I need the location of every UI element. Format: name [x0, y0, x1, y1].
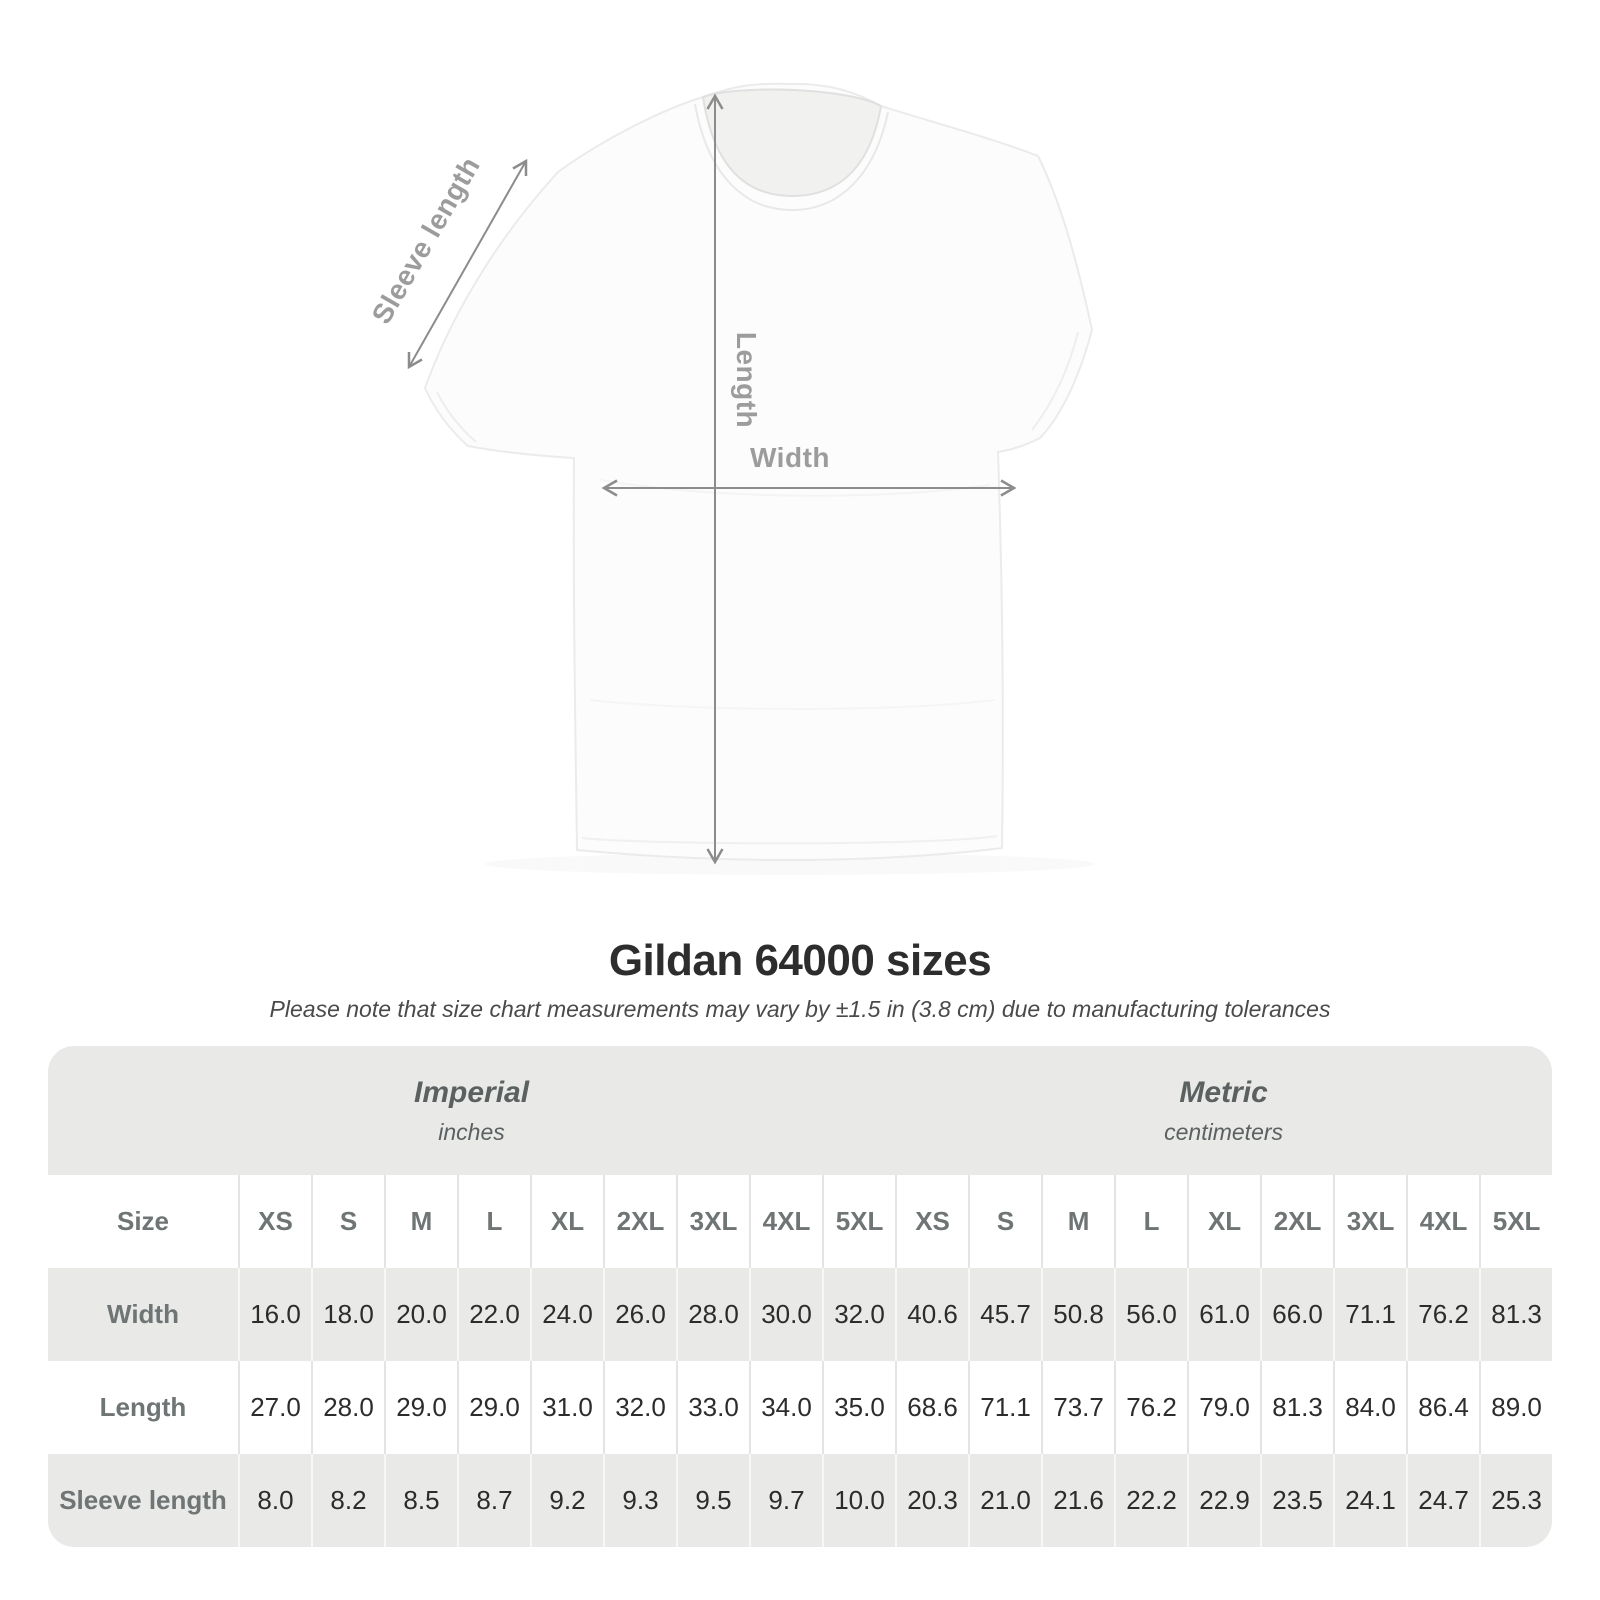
value-cell: 21.0 — [968, 1454, 1042, 1547]
length-arrow — [706, 93, 724, 865]
value-cell: 79.0 — [1187, 1361, 1261, 1454]
value-cell: 30.0 — [749, 1268, 822, 1361]
value-cell: 73.7 — [1041, 1361, 1115, 1454]
tolerance-note: Please note that size chart measurements… — [269, 996, 1331, 1022]
row-label: Length — [48, 1361, 238, 1454]
value-cell: 8.0 — [238, 1454, 311, 1547]
value-cell: 27.0 — [238, 1361, 311, 1454]
value-cell: 10.0 — [822, 1454, 896, 1547]
row-label: Width — [48, 1268, 238, 1361]
value-cell: 35.0 — [822, 1361, 896, 1454]
size-col-header: 3XL — [676, 1175, 749, 1268]
value-cell: 21.6 — [1041, 1454, 1115, 1547]
value-cell: 24.7 — [1406, 1454, 1480, 1547]
value-cell: 23.5 — [1260, 1454, 1334, 1547]
value-cell: 81.3 — [1479, 1268, 1552, 1361]
imperial-heading: Imperial — [414, 1075, 530, 1109]
imperial-unit: inches — [438, 1118, 505, 1145]
value-cell: 45.7 — [968, 1268, 1042, 1361]
value-cell: 86.4 — [1406, 1361, 1480, 1454]
tshirt-graphic — [423, 82, 1094, 862]
size-col-header: 5XL — [822, 1175, 896, 1268]
value-cell: 66.0 — [1260, 1268, 1334, 1361]
tshirt-measurement-figure: Sleeve length Length Width — [366, 82, 1094, 865]
size-col-header: XS — [238, 1175, 311, 1268]
length-label: Length — [731, 332, 762, 428]
size-col-header: L — [1114, 1175, 1188, 1268]
row-label: Sleeve length — [48, 1454, 238, 1547]
metric-heading: Metric — [1179, 1075, 1268, 1109]
size-col-header: 4XL — [749, 1175, 822, 1268]
value-cell: 50.8 — [1041, 1268, 1115, 1361]
value-cell: 61.0 — [1187, 1268, 1261, 1361]
sleeve-length-row: Sleeve length 8.0 8.2 8.5 8.7 9.2 9.3 9.… — [48, 1454, 1552, 1547]
value-cell: 40.6 — [895, 1268, 969, 1361]
value-cell: 22.2 — [1114, 1454, 1188, 1547]
imperial-group-header: Imperial inches — [48, 1046, 896, 1175]
value-cell: 29.0 — [457, 1361, 530, 1454]
value-cell: 24.0 — [530, 1268, 603, 1361]
size-col-header: M — [384, 1175, 457, 1268]
size-header-cell: Size — [48, 1175, 238, 1268]
size-col-header: L — [457, 1175, 530, 1268]
length-row: Length 27.0 28.0 29.0 29.0 31.0 32.0 33.… — [48, 1361, 1552, 1454]
value-cell: 22.9 — [1187, 1454, 1261, 1547]
value-cell: 9.7 — [749, 1454, 822, 1547]
value-cell: 81.3 — [1260, 1361, 1334, 1454]
size-col-header: XL — [530, 1175, 603, 1268]
collar-opening — [701, 88, 883, 198]
unit-group-header-row: Imperial inches Metric centimeters — [48, 1046, 1552, 1175]
value-cell: 76.2 — [1406, 1268, 1480, 1361]
value-cell: 76.2 — [1114, 1361, 1188, 1454]
value-cell: 18.0 — [311, 1268, 384, 1361]
value-cell: 68.6 — [895, 1361, 969, 1454]
size-col-header: M — [1041, 1175, 1115, 1268]
value-cell: 9.2 — [530, 1454, 603, 1547]
value-cell: 20.0 — [384, 1268, 457, 1361]
width-arrow — [601, 479, 1017, 497]
value-cell: 8.5 — [384, 1454, 457, 1547]
size-col-header: S — [311, 1175, 384, 1268]
sleeve-length-arrow — [407, 158, 528, 370]
value-cell: 20.3 — [895, 1454, 969, 1547]
value-cell: 33.0 — [676, 1361, 749, 1454]
value-cell: 71.1 — [968, 1361, 1042, 1454]
value-cell: 24.1 — [1333, 1454, 1407, 1547]
value-cell: 8.2 — [311, 1454, 384, 1547]
size-col-header: 5XL — [1479, 1175, 1552, 1268]
value-cell: 84.0 — [1333, 1361, 1407, 1454]
value-cell: 56.0 — [1114, 1268, 1188, 1361]
width-label: Width — [750, 442, 830, 473]
value-cell: 34.0 — [749, 1361, 822, 1454]
value-cell: 16.0 — [238, 1268, 311, 1361]
metric-unit: centimeters — [1164, 1118, 1284, 1145]
value-cell: 29.0 — [384, 1361, 457, 1454]
size-col-header: XS — [895, 1175, 969, 1268]
value-cell: 31.0 — [530, 1361, 603, 1454]
value-cell: 22.0 — [457, 1268, 530, 1361]
value-cell: 9.5 — [676, 1454, 749, 1547]
size-header-row: Size XS S M L XL 2XL 3XL 4XL 5XL XS S M … — [48, 1175, 1552, 1268]
value-cell: 8.7 — [457, 1454, 530, 1547]
size-col-header: XL — [1187, 1175, 1261, 1268]
size-col-header: 4XL — [1406, 1175, 1480, 1268]
value-cell: 71.1 — [1333, 1268, 1407, 1361]
value-cell: 26.0 — [603, 1268, 676, 1361]
page-title: Gildan 64000 sizes — [608, 936, 992, 985]
value-cell: 25.3 — [1479, 1454, 1552, 1547]
width-row: Width 16.0 18.0 20.0 22.0 24.0 26.0 28.0… — [48, 1268, 1552, 1361]
value-cell: 89.0 — [1479, 1361, 1552, 1454]
size-chart-table: Imperial inches Metric centimeters Size … — [48, 1046, 1552, 1547]
value-cell: 9.3 — [603, 1454, 676, 1547]
value-cell: 32.0 — [603, 1361, 676, 1454]
value-cell: 32.0 — [822, 1268, 896, 1361]
metric-group-header: Metric centimeters — [895, 1046, 1552, 1175]
size-col-header: 2XL — [1260, 1175, 1334, 1268]
size-col-header: 2XL — [603, 1175, 676, 1268]
value-cell: 28.0 — [311, 1361, 384, 1454]
value-cell: 28.0 — [676, 1268, 749, 1361]
size-col-header: S — [968, 1175, 1042, 1268]
size-col-header: 3XL — [1333, 1175, 1407, 1268]
